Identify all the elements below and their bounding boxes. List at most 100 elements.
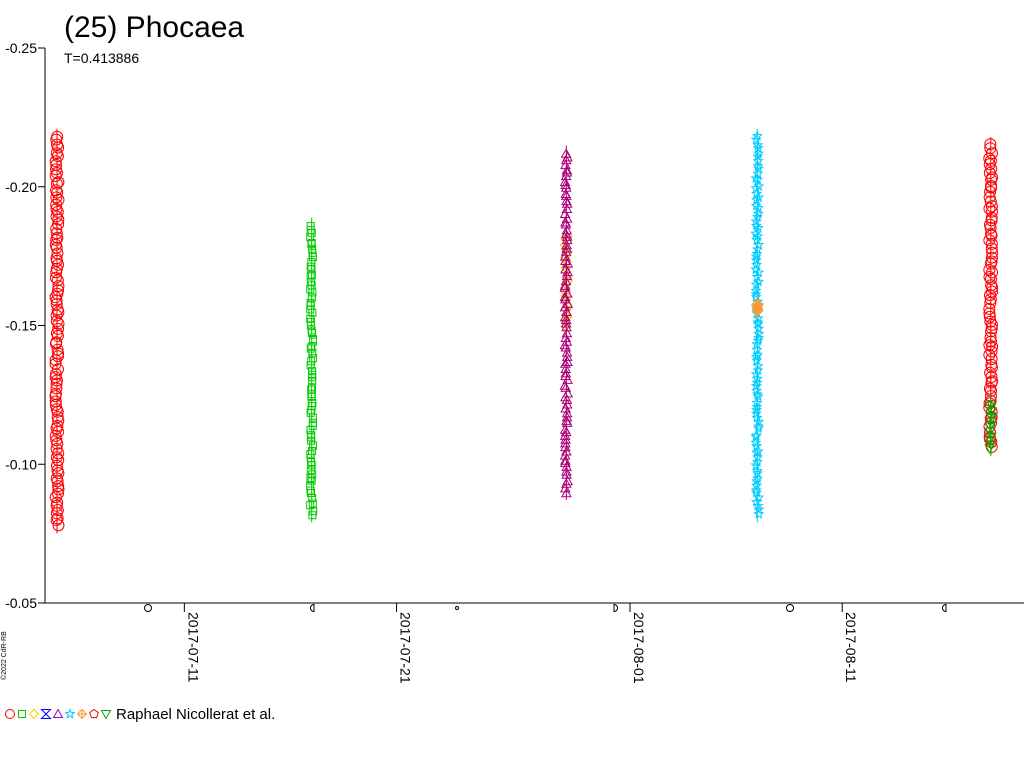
data-point bbox=[49, 398, 62, 411]
x-tick-label: 2017-08-11 bbox=[843, 612, 859, 683]
data-point bbox=[753, 328, 765, 339]
data-point bbox=[985, 272, 998, 285]
data-point bbox=[306, 408, 315, 417]
data-point bbox=[751, 465, 763, 476]
chart-title: (25) Phocaea bbox=[64, 11, 245, 44]
data-point bbox=[984, 195, 997, 208]
data-point bbox=[306, 344, 315, 353]
axes bbox=[44, 48, 1024, 604]
data-point bbox=[306, 361, 315, 370]
data-point bbox=[560, 148, 572, 158]
data-point bbox=[50, 513, 63, 526]
y-tick-label: -0.20 bbox=[5, 179, 37, 195]
data-point bbox=[559, 482, 571, 493]
data-point bbox=[983, 339, 996, 352]
data-point bbox=[306, 474, 315, 483]
data-point bbox=[986, 413, 998, 424]
data-point bbox=[308, 511, 317, 520]
data-point bbox=[751, 271, 763, 282]
data-point bbox=[306, 501, 315, 510]
data-point bbox=[752, 360, 764, 371]
data-point bbox=[752, 208, 764, 219]
data-point bbox=[307, 357, 316, 366]
data-point bbox=[559, 282, 571, 292]
data-point bbox=[307, 461, 316, 470]
data-point bbox=[560, 154, 572, 165]
data-point bbox=[50, 254, 63, 267]
data-point bbox=[306, 222, 315, 231]
chart-subtitle: T=0.413886 bbox=[64, 50, 140, 66]
legend: Raphael Nicollerat et al. bbox=[4, 704, 275, 724]
x-tick-label: 2017-07-21 bbox=[398, 612, 414, 684]
data-point bbox=[983, 158, 996, 171]
data-point bbox=[561, 417, 573, 427]
data-point bbox=[983, 202, 996, 215]
data-point bbox=[306, 262, 315, 271]
data-point bbox=[984, 444, 995, 454]
data-point bbox=[560, 190, 572, 200]
data-point bbox=[750, 288, 762, 300]
moon-last-quarter-icon bbox=[942, 603, 947, 613]
data-point bbox=[51, 411, 64, 424]
data-point bbox=[751, 472, 763, 484]
data-point bbox=[752, 139, 764, 150]
data-point bbox=[985, 353, 998, 366]
data-point bbox=[751, 397, 763, 408]
data-point bbox=[49, 429, 62, 442]
data-point bbox=[752, 222, 764, 233]
data-point bbox=[50, 459, 63, 472]
data-point bbox=[561, 198, 573, 208]
data-point bbox=[750, 484, 762, 496]
data-point bbox=[559, 291, 571, 302]
data-point bbox=[986, 205, 999, 218]
y-tick-label: -0.25 bbox=[5, 40, 37, 56]
data-point bbox=[752, 316, 764, 328]
data-point bbox=[752, 390, 764, 402]
data-point bbox=[984, 427, 996, 438]
data-point bbox=[308, 376, 317, 385]
data-point bbox=[52, 213, 65, 226]
data-point bbox=[50, 191, 63, 204]
data-point bbox=[51, 231, 64, 244]
data-point bbox=[307, 488, 316, 497]
data-point bbox=[750, 486, 762, 498]
y-ticks: -0.25 -0.20 -0.15 -0.10 -0.05 bbox=[5, 40, 45, 611]
data-point bbox=[562, 387, 574, 398]
x-tick-label: 2017-08-01 bbox=[631, 612, 647, 684]
legend-circle-icon bbox=[5, 709, 15, 719]
series-star-4 bbox=[750, 128, 765, 523]
data-point bbox=[752, 173, 764, 185]
data-point bbox=[561, 270, 573, 281]
data-point bbox=[308, 248, 317, 257]
data-point bbox=[561, 466, 572, 476]
data-point bbox=[752, 422, 764, 434]
data-point bbox=[753, 491, 765, 503]
moon-new-icon bbox=[455, 606, 459, 610]
data-point bbox=[985, 325, 998, 338]
data-point bbox=[752, 147, 764, 159]
data-point bbox=[51, 487, 64, 500]
data-point bbox=[308, 253, 317, 262]
data-point bbox=[559, 437, 571, 448]
data-point bbox=[983, 382, 996, 395]
data-point bbox=[984, 221, 997, 234]
data-point bbox=[561, 394, 573, 404]
moon-full-icon bbox=[786, 604, 794, 612]
data-point bbox=[985, 370, 998, 383]
data-point bbox=[52, 425, 65, 438]
data-point bbox=[52, 483, 65, 496]
data-point bbox=[984, 185, 997, 198]
data-point bbox=[52, 467, 65, 480]
data-point bbox=[307, 228, 316, 237]
data-point bbox=[750, 250, 762, 262]
data-point bbox=[560, 317, 572, 328]
data-point bbox=[983, 289, 996, 302]
data-point bbox=[307, 392, 316, 401]
data-point bbox=[559, 280, 571, 290]
data-point bbox=[306, 272, 315, 281]
data-point bbox=[753, 508, 765, 519]
data-point bbox=[559, 457, 571, 467]
data-point bbox=[751, 388, 763, 400]
data-point bbox=[561, 231, 573, 241]
data-point bbox=[750, 351, 762, 362]
